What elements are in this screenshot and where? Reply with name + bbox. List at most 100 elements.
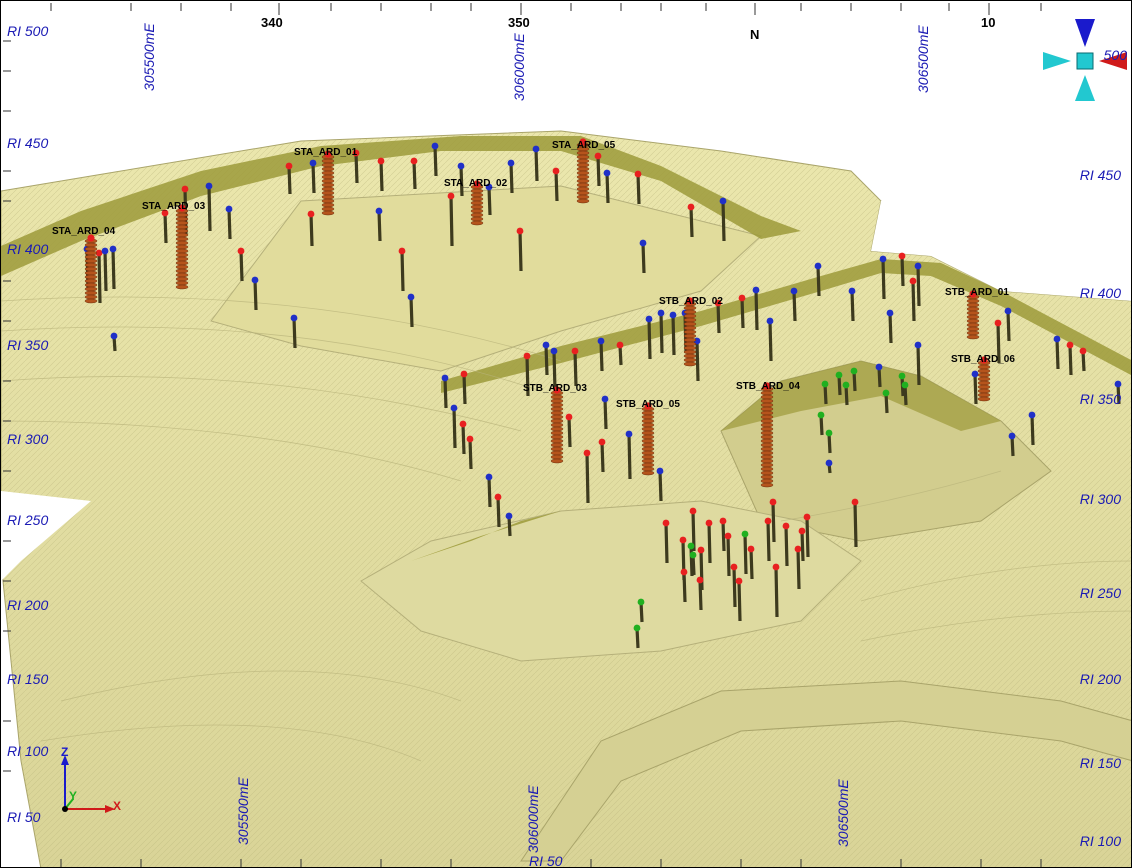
drillhole-trace xyxy=(509,162,514,194)
site-label-stb-ard-01[interactable]: STB_ARD_01 xyxy=(945,287,1009,298)
sample-interval xyxy=(977,388,991,394)
drillhole-trace xyxy=(487,186,492,216)
drillhole-trace xyxy=(768,320,773,362)
easting-bottom-306500: 306500mE xyxy=(835,779,851,847)
sample-interval xyxy=(977,368,991,374)
drillhole-collar xyxy=(101,247,109,255)
drillhole-collar xyxy=(637,598,645,606)
drillhole-trace xyxy=(816,265,821,297)
axis-y-label: Y xyxy=(69,789,78,803)
drillhole-collar xyxy=(825,429,833,437)
orientation-widget-icon[interactable] xyxy=(1043,19,1127,101)
sample-interval xyxy=(760,430,774,436)
drillhole-collar xyxy=(914,341,922,349)
drillhole-trace xyxy=(737,580,742,622)
sample-interval xyxy=(84,298,98,304)
site-label-stb-ard-02[interactable]: STB_ARD_02 xyxy=(659,296,723,307)
drillhole-trace xyxy=(468,438,473,470)
sample-interval xyxy=(550,418,564,424)
sample-interval xyxy=(977,384,991,390)
drillhole-collar xyxy=(689,551,697,559)
drillholes[interactable] xyxy=(83,138,1122,649)
sample-interval xyxy=(175,228,189,234)
site-label-sta-ard-02[interactable]: STA_ARD_02 xyxy=(444,178,508,189)
sample-interval xyxy=(321,202,335,208)
drillhole-collar xyxy=(352,149,360,157)
rl-top-right-500: 500 xyxy=(1103,47,1127,63)
drillhole-trace xyxy=(766,520,771,562)
sample-interval xyxy=(683,309,697,315)
drillhole-trace xyxy=(554,170,559,202)
drillhole-collar xyxy=(747,545,755,553)
drillhole-collar xyxy=(735,577,743,585)
rl-right-450: RI 450 xyxy=(1079,167,1121,183)
drillhole-collar xyxy=(542,341,550,349)
drillhole-collar xyxy=(741,530,749,538)
site-label-stb-ard-06[interactable]: STB_ARD_06 xyxy=(951,354,1015,365)
drillhole-collar xyxy=(625,430,633,438)
drillhole-collar xyxy=(644,402,652,410)
axis-triad-icon xyxy=(61,755,115,813)
drillhole-trace xyxy=(599,340,604,372)
drillhole-trace xyxy=(1055,338,1060,370)
sample-interval xyxy=(84,286,98,292)
sample-interval xyxy=(966,330,980,336)
sample-interval xyxy=(321,190,335,196)
drillhole-collar xyxy=(1004,307,1012,315)
sample-interval xyxy=(321,170,335,176)
drillhole-trace xyxy=(749,548,754,580)
sample-interval xyxy=(576,158,590,164)
drillhole-collar xyxy=(598,438,606,446)
easting-top-306000: 306000mE xyxy=(511,33,527,101)
top-ticks xyxy=(50,3,1042,15)
sample-interval xyxy=(641,422,655,428)
sample-interval xyxy=(760,478,774,484)
sample-interval xyxy=(550,438,564,444)
drillhole-collar xyxy=(225,205,233,213)
sample-interval xyxy=(175,220,189,226)
site-label-sta-ard-01[interactable]: STA_ARD_01 xyxy=(294,147,358,158)
sample-interval xyxy=(175,272,189,278)
site-label-stb-ard-05[interactable]: STB_ARD_05 xyxy=(616,399,680,410)
drillhole-trace xyxy=(774,566,779,618)
drillhole-collar xyxy=(898,372,906,380)
site-label-sta-ard-05[interactable]: STA_ARD_05 xyxy=(552,140,616,151)
site-label-sta-ard-03[interactable]: STA_ARD_03 xyxy=(142,201,206,212)
sample-interval xyxy=(641,446,655,452)
sample-interval xyxy=(550,458,564,464)
sample-interval xyxy=(966,310,980,316)
drillhole-collar xyxy=(848,287,856,295)
sample-interval xyxy=(175,264,189,270)
drillhole-trace xyxy=(409,296,414,328)
bearing-north: N xyxy=(750,27,760,42)
drillhole-collar xyxy=(971,370,979,378)
drillhole-collar xyxy=(679,536,687,544)
drillhole-trace xyxy=(740,297,745,329)
drillhole-trace xyxy=(792,290,797,322)
sample-interval xyxy=(576,178,590,184)
sample-interval xyxy=(550,426,564,432)
sample-interval xyxy=(321,206,335,212)
drillhole-collar xyxy=(110,332,118,340)
drillhole-trace xyxy=(603,398,608,430)
rl-right-350: RI 350 xyxy=(1079,391,1121,407)
drillhole-collar xyxy=(686,297,694,305)
sample-interval xyxy=(470,208,484,214)
site-label-sta-ard-04[interactable]: STA_ARD_04 xyxy=(52,226,116,237)
drillhole-collar xyxy=(603,169,611,177)
drillhole-collar xyxy=(909,277,917,285)
site-label-stb-ard-03[interactable]: STB_ARD_03 xyxy=(523,383,587,394)
bearing-340: 340 xyxy=(261,15,283,30)
upper-pit-berm xyxy=(1,136,801,276)
drillhole-trace xyxy=(721,520,726,552)
sample-interval xyxy=(550,450,564,456)
drillhole-trace xyxy=(207,185,212,232)
sample-interval xyxy=(641,426,655,432)
site-label-stb-ard-04[interactable]: STB_ARD_04 xyxy=(736,381,800,392)
sample-interval xyxy=(84,274,98,280)
sample-interval xyxy=(550,454,564,460)
drillhole-collar xyxy=(782,522,790,530)
drillhole-collar xyxy=(375,207,383,215)
